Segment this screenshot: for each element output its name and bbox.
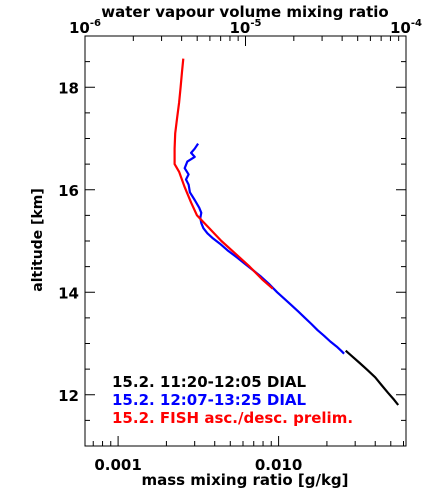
legend-entry-black: 15.2. 11:20-12:05 DIAL — [112, 373, 307, 391]
x2-tick-label: 10-6 — [69, 18, 101, 37]
y-axis-title: altitude [km] — [30, 188, 46, 291]
series-line-1 — [183, 142, 345, 355]
x-axis-title: mass mixing ratio [g/kg] — [141, 471, 348, 489]
x2-tick-label: 10-4 — [390, 18, 422, 37]
y-tick-label: 12 — [58, 387, 79, 405]
x-tick-label: 0.010 — [255, 456, 302, 474]
y-tick-label: 18 — [58, 79, 79, 97]
x2-axis-title: water vapour volume mixing ratio — [101, 3, 388, 21]
y-tick-label: 16 — [58, 182, 79, 200]
series-group — [173, 58, 400, 406]
y-tick-label: 14 — [58, 284, 79, 302]
legend-entry-blue: 15.2. 12:07-13:25 DIAL — [112, 391, 307, 409]
legend-entry-red: 15.2. FISH asc./desc. prelim. — [112, 409, 353, 427]
series-line-2 — [173, 58, 274, 290]
series-line-0 — [344, 349, 400, 406]
legend: 15.2. 11:20-12:05 DIAL 15.2. 12:07-13:25… — [112, 373, 353, 427]
x-tick-label: 0.001 — [94, 456, 141, 474]
